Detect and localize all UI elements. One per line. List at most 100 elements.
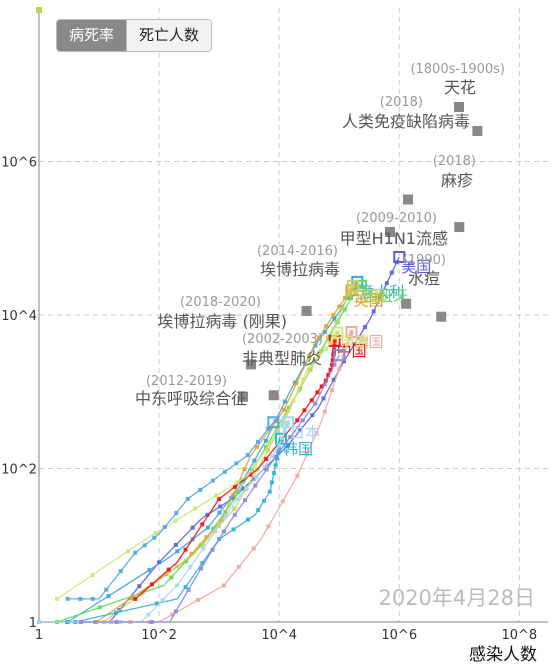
x-tick-label: 1 xyxy=(35,628,43,643)
series-point xyxy=(65,596,70,601)
disease-name: 天花 xyxy=(444,78,476,97)
series-point xyxy=(232,484,237,489)
series-point xyxy=(218,504,223,509)
series-end-marker xyxy=(345,326,358,339)
series-point xyxy=(173,542,178,547)
series-point xyxy=(104,587,109,592)
series-point xyxy=(236,564,241,569)
disease-marker xyxy=(238,391,249,402)
series-point xyxy=(222,469,227,474)
series-point xyxy=(232,506,237,511)
series-point xyxy=(322,330,327,335)
metric-toggle[interactable]: 病死率 死亡人数 xyxy=(56,19,213,52)
series-point xyxy=(142,543,147,548)
disease-marker xyxy=(301,305,312,316)
series-label: 英国 xyxy=(353,291,383,309)
series-point xyxy=(326,335,331,340)
series-point xyxy=(285,409,290,414)
series-point xyxy=(217,497,222,502)
disease-name: 人类免疫缺陷病毒 xyxy=(342,112,470,131)
series-point xyxy=(154,601,159,606)
series-point xyxy=(319,384,324,389)
disease-name: 埃博拉病毒 xyxy=(260,260,340,279)
series-point xyxy=(37,620,41,624)
series-point xyxy=(276,451,281,456)
date-stamp: 2020年4月28日 xyxy=(378,586,535,610)
disease-name: 埃博拉病毒 (刚果) xyxy=(157,312,287,331)
series-point xyxy=(326,373,331,378)
series-point xyxy=(236,490,241,495)
series-point xyxy=(332,338,337,343)
series-end-marker xyxy=(333,349,346,362)
series-point xyxy=(267,441,272,446)
series-point xyxy=(277,443,282,448)
disease-period: (1800s-1900s) xyxy=(410,62,505,77)
series-line xyxy=(56,332,338,600)
series-point xyxy=(342,307,347,312)
series-point xyxy=(113,610,118,615)
series-point xyxy=(307,354,312,359)
series-point xyxy=(378,295,383,300)
disease-marker xyxy=(401,298,412,309)
series-point xyxy=(262,464,267,469)
series-point xyxy=(291,398,296,403)
series-point xyxy=(245,452,250,457)
series-point xyxy=(321,396,326,401)
disease-period: (2009-2010) xyxy=(356,211,437,226)
series-point xyxy=(126,549,131,554)
series-point xyxy=(243,498,248,503)
series-point xyxy=(189,551,194,556)
series-point xyxy=(328,341,333,346)
series-end-marker xyxy=(393,250,406,263)
series-point xyxy=(175,549,180,554)
series-label: 韩国 xyxy=(283,440,313,458)
series-point xyxy=(328,367,333,372)
series-point xyxy=(279,435,284,440)
series-point xyxy=(90,573,95,578)
series-point xyxy=(213,529,218,534)
series-point xyxy=(224,513,229,518)
series-point xyxy=(174,511,179,516)
x-tick-label: 10^4 xyxy=(261,628,297,643)
y-tick-label: 10^4 xyxy=(1,309,37,324)
disease-period: (2002-2003) xyxy=(242,332,323,347)
case-fatality-rate-button[interactable]: 病死率 xyxy=(57,20,127,51)
series-end-marker xyxy=(347,279,360,292)
y-tick-label: 10^2 xyxy=(1,463,37,478)
series-point xyxy=(185,497,190,502)
disease-marker xyxy=(454,222,465,233)
series-point xyxy=(162,525,167,530)
series-point xyxy=(231,492,236,497)
series-point xyxy=(147,568,152,573)
series-point xyxy=(345,342,350,347)
series-point xyxy=(331,377,336,382)
series-point xyxy=(352,342,357,347)
series-point xyxy=(313,401,318,406)
series-point xyxy=(323,347,328,352)
series-point xyxy=(133,550,138,555)
series-point xyxy=(269,454,274,459)
series-point xyxy=(199,566,204,571)
disease-period: (2018) xyxy=(433,154,476,169)
series-point xyxy=(78,596,83,601)
series-end-marker xyxy=(281,416,294,429)
series-point xyxy=(129,596,134,601)
disease-name: 中东呼吸综合征 xyxy=(135,389,247,408)
series-point xyxy=(296,388,301,393)
series-point xyxy=(183,584,188,589)
series-point xyxy=(160,598,165,603)
series-point xyxy=(235,497,240,502)
deaths-count-button[interactable]: 死亡人数 xyxy=(126,20,212,51)
series-point xyxy=(256,439,261,444)
x-tick-label: 10^8 xyxy=(501,628,537,643)
disease-name: 麻疹 xyxy=(441,171,473,190)
series-point xyxy=(341,359,346,364)
series-point xyxy=(332,362,337,367)
series-point xyxy=(309,362,314,367)
series-point xyxy=(323,378,328,383)
series-point xyxy=(170,612,175,617)
series-point xyxy=(264,467,269,472)
series-point xyxy=(280,499,285,504)
series-point xyxy=(246,517,251,522)
series-point xyxy=(316,335,321,340)
